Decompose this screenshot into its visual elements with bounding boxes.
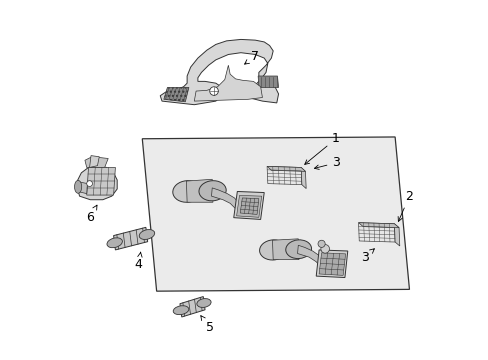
Polygon shape	[240, 198, 258, 215]
Circle shape	[209, 87, 218, 95]
Polygon shape	[194, 65, 262, 101]
Ellipse shape	[74, 180, 81, 193]
Polygon shape	[297, 245, 324, 270]
Polygon shape	[142, 137, 408, 291]
Polygon shape	[394, 224, 399, 246]
Text: 5: 5	[201, 316, 213, 334]
Polygon shape	[233, 192, 264, 220]
Ellipse shape	[285, 240, 311, 258]
Circle shape	[317, 240, 325, 247]
Circle shape	[86, 181, 92, 186]
Ellipse shape	[259, 240, 286, 260]
Polygon shape	[316, 250, 347, 278]
Polygon shape	[160, 40, 278, 105]
Polygon shape	[258, 76, 278, 87]
Text: 6: 6	[85, 205, 97, 224]
Polygon shape	[272, 239, 298, 260]
Polygon shape	[236, 195, 261, 217]
Text: 7: 7	[244, 50, 259, 64]
Text: 4: 4	[135, 252, 142, 271]
Polygon shape	[266, 166, 305, 171]
Polygon shape	[186, 179, 212, 202]
Ellipse shape	[197, 298, 211, 307]
Polygon shape	[319, 253, 345, 275]
Ellipse shape	[107, 238, 122, 248]
Polygon shape	[358, 223, 394, 242]
Text: 1: 1	[304, 132, 339, 165]
Polygon shape	[163, 87, 188, 102]
Ellipse shape	[173, 306, 188, 315]
Polygon shape	[180, 297, 204, 317]
Text: 3: 3	[314, 156, 340, 170]
Polygon shape	[113, 227, 147, 250]
Polygon shape	[301, 167, 305, 189]
Polygon shape	[358, 223, 398, 228]
Ellipse shape	[199, 181, 226, 201]
Polygon shape	[85, 157, 108, 167]
Polygon shape	[211, 188, 240, 212]
Ellipse shape	[172, 181, 201, 202]
Text: 3: 3	[360, 249, 374, 264]
Polygon shape	[86, 167, 115, 195]
Text: 2: 2	[397, 190, 412, 221]
Polygon shape	[266, 166, 301, 185]
Ellipse shape	[139, 230, 154, 239]
Polygon shape	[78, 166, 117, 200]
Polygon shape	[89, 156, 99, 167]
Circle shape	[320, 244, 329, 253]
Polygon shape	[78, 182, 87, 194]
